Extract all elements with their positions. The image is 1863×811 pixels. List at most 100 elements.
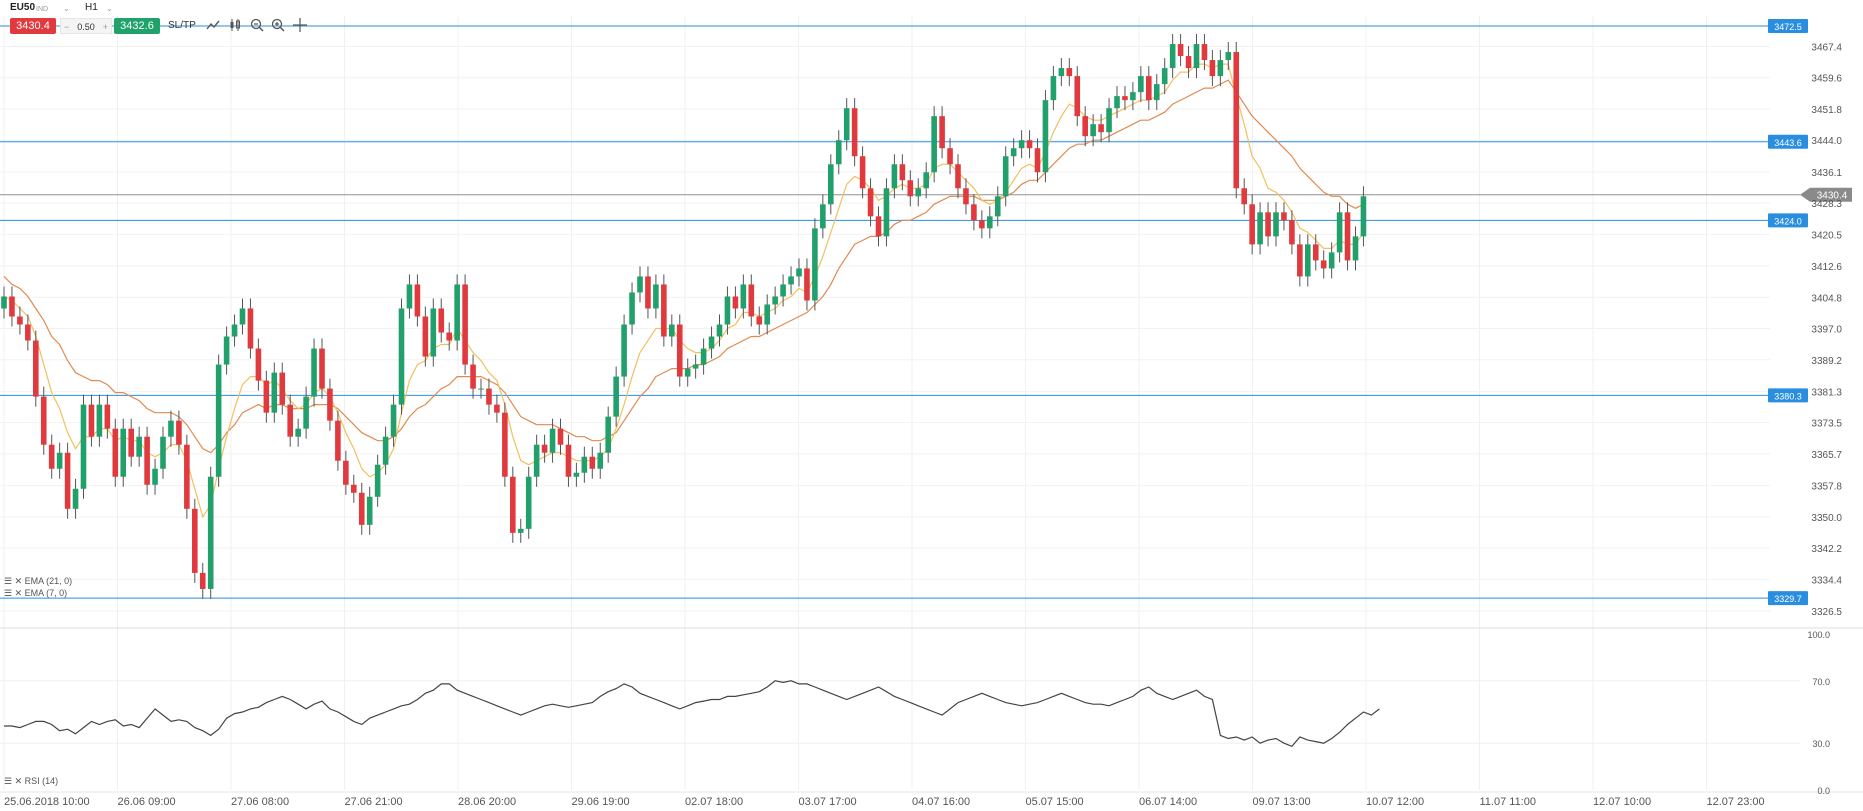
candle-body — [653, 284, 659, 309]
chart-grid — [0, 16, 1863, 793]
candle-body — [748, 284, 755, 317]
symbol-label[interactable]: EU50 — [10, 2, 36, 13]
candle-body — [279, 372, 286, 405]
candle-body — [1042, 100, 1049, 173]
line-chart-icon[interactable] — [205, 17, 221, 33]
candle-body — [1122, 96, 1128, 101]
candle-body — [287, 404, 293, 437]
rsi-legend[interactable]: ☰ ✕ RSI (14) — [4, 776, 58, 787]
candle-body — [669, 324, 675, 337]
candle-body — [215, 364, 222, 477]
candle-body — [1320, 260, 1327, 269]
time-tick-label: 04.07 16:00 — [912, 796, 970, 808]
price-tick-label: 3326.5 — [1811, 607, 1842, 618]
timeframe-label[interactable]: H1 — [85, 2, 98, 13]
candle-body — [247, 308, 254, 349]
candle-body — [1297, 244, 1303, 277]
candle-body — [1010, 148, 1017, 157]
candle-body — [136, 436, 142, 457]
candle-body — [979, 220, 985, 229]
candle-body — [804, 268, 810, 301]
candle-body — [1066, 68, 1073, 77]
candle-body — [851, 108, 858, 157]
level-label: 3380.3 — [1774, 391, 1802, 401]
candle-body — [510, 476, 516, 533]
candle-body — [716, 324, 723, 337]
candle-body — [160, 436, 166, 469]
candles-icon[interactable] — [228, 17, 244, 33]
rsi-tick-label: 70.0 — [1812, 677, 1830, 687]
symbol-dropdown-icon[interactable]: ⌄ — [63, 4, 70, 13]
time-tick-label: 27.06 21:00 — [345, 796, 403, 808]
close-icon[interactable]: ✕ — [14, 776, 23, 786]
candle-body — [1217, 60, 1224, 77]
time-tick-label: 05.07 15:00 — [1026, 796, 1084, 808]
price-tick-label: 3451.8 — [1811, 105, 1842, 116]
price-tick-label: 3357.8 — [1811, 482, 1842, 493]
candle-body — [9, 296, 15, 317]
timeframe-dropdown-icon[interactable]: ⌄ — [106, 4, 113, 13]
ema-7-line — [3, 63, 1364, 519]
zoom-in-icon[interactable] — [270, 17, 286, 33]
candle-body — [517, 528, 524, 533]
candle-body — [692, 364, 699, 369]
candle-body — [923, 172, 929, 189]
price-tick-label: 3412.6 — [1811, 262, 1842, 273]
drag-handle-icon[interactable]: ☰ — [4, 776, 13, 786]
candle-body — [724, 296, 731, 325]
rsi-tick-label: 30.0 — [1812, 739, 1830, 749]
level-badge — [1768, 388, 1808, 403]
price-tick-label: 3404.8 — [1811, 293, 1842, 304]
candle-body — [1344, 212, 1351, 261]
candle-body — [780, 284, 786, 297]
buy-button[interactable]: 3432.6 — [114, 18, 160, 34]
candle-body — [1336, 212, 1343, 253]
candle-body — [1312, 244, 1319, 261]
quantity-value[interactable]: 0.50 — [77, 22, 95, 32]
price-tick-label: 3397.0 — [1811, 325, 1842, 336]
candle-body — [645, 276, 651, 309]
candle-body — [1241, 188, 1247, 205]
candle-body — [1082, 116, 1088, 137]
price-tick-label: 3389.2 — [1811, 356, 1842, 367]
close-icon[interactable]: ✕ — [14, 576, 23, 586]
candle-body — [335, 420, 341, 461]
plus-icon[interactable]: + — [102, 22, 108, 32]
candle-body — [557, 428, 564, 445]
time-tick-label: 28.06 20:00 — [458, 796, 516, 808]
candle-body — [525, 476, 532, 529]
sell-button[interactable]: 3430.4 — [10, 18, 56, 34]
drag-handle-icon[interactable]: ☰ — [4, 588, 13, 598]
time-tick-label: 09.07 13:00 — [1253, 796, 1311, 808]
candle-body — [1114, 96, 1120, 109]
ema-21-legend[interactable]: ☰ ✕ EMA (21, 0) — [4, 576, 72, 587]
time-tick-label: 10.07 12:00 — [1366, 796, 1424, 808]
candle-body — [438, 308, 445, 333]
candle-body — [327, 388, 333, 421]
candle-body — [875, 216, 882, 237]
candle-body — [947, 148, 953, 165]
candle-body — [1074, 76, 1081, 117]
candle-body — [263, 380, 270, 413]
ema-7-legend[interactable]: ☰ ✕ EMA (7, 0) — [4, 588, 67, 599]
candle-body — [486, 388, 492, 405]
crosshair-icon[interactable] — [292, 17, 308, 33]
time-tick-label: 27.06 08:00 — [231, 796, 289, 808]
candle-body — [1, 296, 7, 309]
zoom-out-icon[interactable] — [249, 17, 265, 33]
time-tick-label: 26.06 09:00 — [118, 796, 176, 808]
candle-body — [732, 296, 739, 309]
candle-body — [796, 268, 802, 277]
drag-handle-icon[interactable]: ☰ — [4, 576, 13, 586]
candle-body — [971, 204, 977, 221]
candle-body — [843, 108, 850, 141]
sltp-button[interactable]: SL/TP — [168, 20, 196, 31]
horizontal-levels: 3472.5 3443.6 3424.0 3380.3 3329.7 3430.4 — [0, 19, 1852, 606]
close-icon[interactable]: ✕ — [14, 588, 23, 598]
minus-icon[interactable]: − — [64, 22, 70, 32]
quantity-stepper[interactable]: − 0.50 + — [60, 18, 112, 34]
candle-body — [1352, 236, 1359, 261]
candle-body — [176, 420, 182, 445]
price-tick-label: 3342.2 — [1811, 544, 1842, 555]
